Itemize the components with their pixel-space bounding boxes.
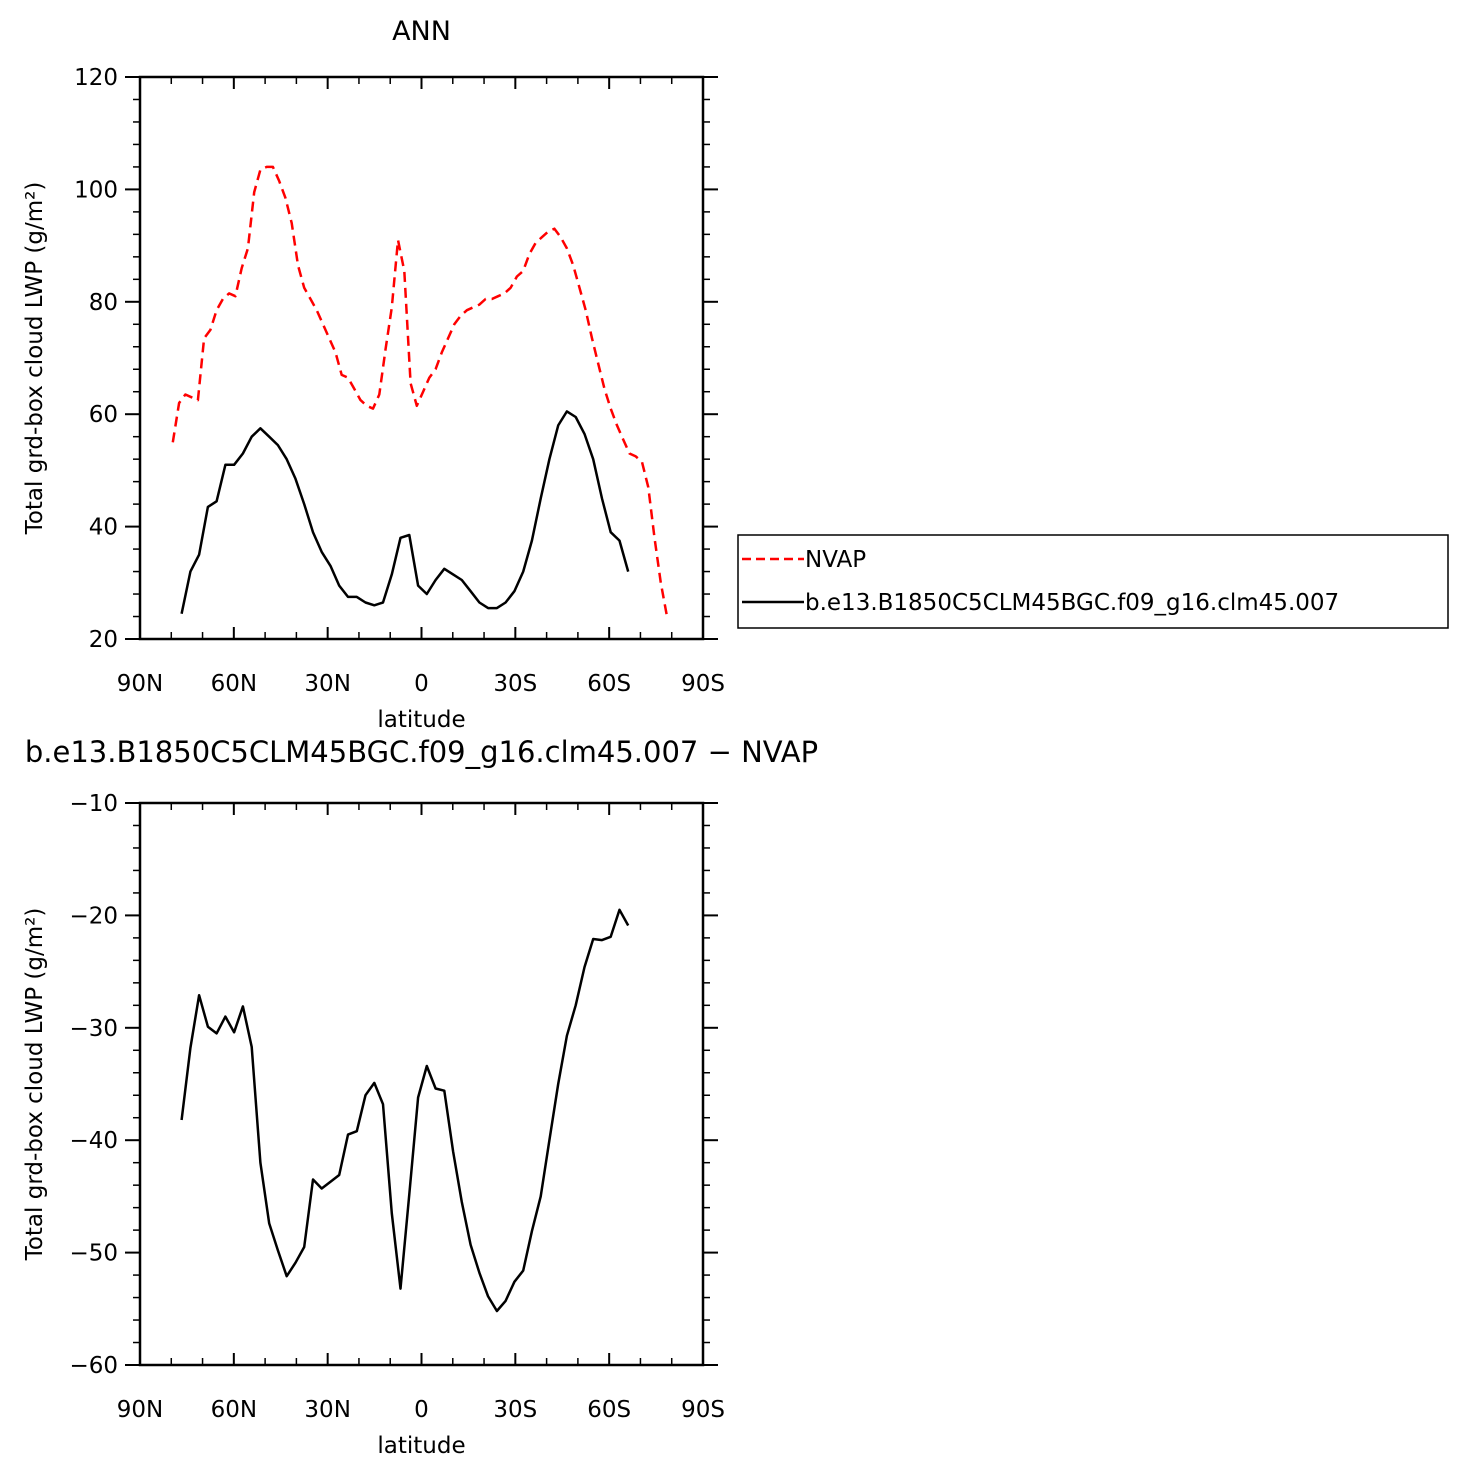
x-tick-label: 30N (304, 1397, 350, 1423)
legend-label-nvap: NVAP (805, 547, 866, 573)
x-tick-label: 0 (414, 1397, 429, 1423)
bottom-panel-title: b.e13.B1850C5CLM45BGC.f09_g16.clm45.007 … (25, 735, 818, 769)
y-tick-label: −30 (69, 1016, 118, 1042)
x-tick-label: 30S (493, 1397, 537, 1423)
series-line-nvap (171, 165, 669, 617)
top-panel: ANN Total grd-box cloud LWP (g/m²) latit… (22, 16, 725, 733)
bottom-plot-frame (138, 801, 705, 1367)
legend-box (737, 534, 1449, 629)
bottom-x-axis-label: latitude (377, 1433, 465, 1459)
y-tick-label: −50 (69, 1241, 118, 1267)
top-plot-frame (138, 75, 705, 641)
y-tick-label: 40 (89, 515, 118, 541)
legend-label-model: b.e13.B1850C5CLM45BGC.f09_g16.clm45.007 (805, 590, 1339, 616)
y-tick-label: 60 (89, 402, 118, 428)
y-tick-label: 20 (89, 627, 118, 653)
top-x-axis-label: latitude (377, 707, 465, 733)
x-tick-label: 0 (414, 671, 429, 697)
x-tick-label: 60N (211, 671, 257, 697)
series-line-model (180, 410, 630, 614)
y-tick-label: −40 (69, 1128, 118, 1154)
x-tick-label: 60N (211, 1397, 257, 1423)
y-tick-label: 80 (89, 290, 118, 316)
top-axis-ticks: 90N 60N 30N 0 30S 60S 90S 20 40 60 80 100 120 (74, 65, 725, 697)
legend: NVAP b.e13.B1850C5CLM45BGC.f09_g16.clm45… (737, 534, 1449, 629)
x-tick-label: 90S (681, 671, 725, 697)
y-tick-label: 120 (74, 65, 118, 91)
y-tick-label: −60 (69, 1353, 118, 1379)
x-tick-label: 60S (587, 1397, 631, 1423)
x-tick-label: 90S (681, 1397, 725, 1423)
y-tick-label: −10 (69, 791, 118, 817)
x-tick-label: 30N (304, 671, 350, 697)
top-series-lines (171, 165, 669, 617)
series-line-model (180, 908, 630, 1313)
bottom-y-axis-label: Total grd-box cloud LWP (g/m²) (22, 908, 48, 1262)
x-tick-label: 30S (493, 671, 537, 697)
x-tick-label: 90N (117, 671, 163, 697)
x-tick-label: 90N (117, 1397, 163, 1423)
bottom-axis-ticks: 90N 60N 30N 0 30S 60S 90S −60 −50 −40 −30 −20 −10 (69, 791, 724, 1423)
bottom-series-lines (180, 908, 630, 1313)
y-tick-label: −20 (69, 903, 118, 929)
top-panel-title: ANN (392, 16, 451, 47)
bottom-panel: b.e13.B1850C5CLM45BGC.f09_g16.clm45.007 … (22, 735, 818, 1459)
top-y-axis-label: Total grd-box cloud LWP (g/m²) (22, 182, 48, 536)
x-tick-label: 60S (587, 671, 631, 697)
y-tick-label: 100 (74, 177, 118, 203)
